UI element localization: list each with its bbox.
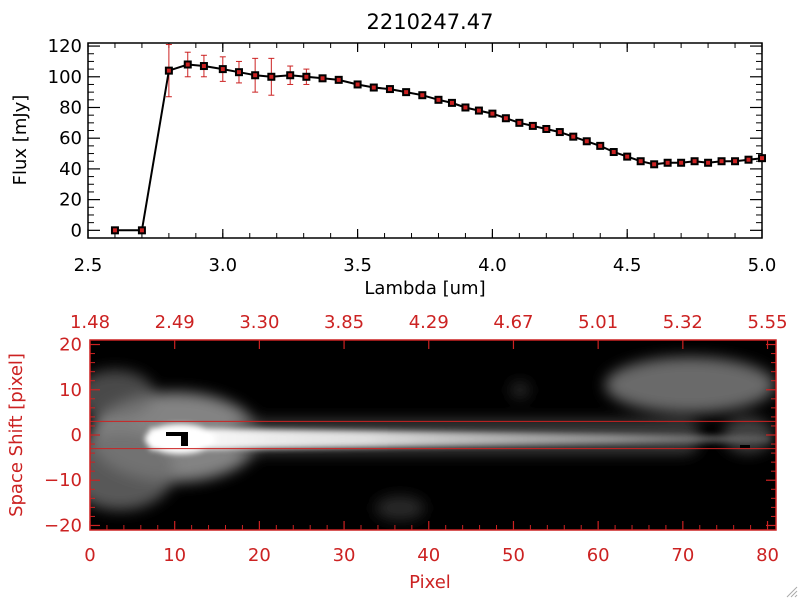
spectrum-y-tick-label: 120 (48, 36, 82, 57)
wavelength-top-tick-label: 2.49 (155, 312, 195, 333)
image-x-tick-label: 60 (587, 545, 610, 566)
flux-point-core (692, 159, 697, 164)
spectrum-y-tick-label: 80 (59, 97, 82, 118)
flux-point-core (544, 126, 549, 131)
flux-point-core (420, 93, 425, 98)
image-x-tick-label: 0 (84, 545, 95, 566)
wavelength-top-tick-label: 5.55 (747, 312, 787, 333)
spectrum-y-tick-label: 60 (59, 128, 82, 149)
flux-point-core (746, 157, 751, 162)
flux-point-core (236, 70, 241, 75)
image-x-tick-label: 80 (756, 545, 779, 566)
spectrum-x-tick-label: 4.5 (613, 255, 642, 276)
image-x-label: Pixel (409, 572, 451, 593)
spectrum-x-tick-label: 3.0 (208, 255, 237, 276)
spectrum-x-label: Lambda [um] (364, 278, 485, 299)
flux-point-core (463, 105, 468, 110)
spectrum-y-tick-label: 100 (48, 67, 82, 88)
flux-point-core (733, 159, 738, 164)
flux-point-core (517, 120, 522, 125)
wavelength-top-tick-label: 1.48 (70, 312, 110, 333)
image-x-tick-label: 40 (417, 545, 440, 566)
flux-point-core (571, 134, 576, 139)
flux-point-core (304, 74, 309, 79)
flux-point-core (436, 97, 441, 102)
wavelength-top-tick-label: 3.30 (239, 312, 279, 333)
flux-line (115, 63, 763, 232)
flux-point-core (719, 159, 724, 164)
flux-point-core (638, 159, 643, 164)
image-x-tick-label: 30 (333, 545, 356, 566)
image-x-tick-label: 70 (671, 545, 694, 566)
spectrum-y-tick-label: 0 (71, 220, 82, 241)
resize-grip-icon[interactable] (784, 584, 798, 598)
flux-point-core (185, 62, 190, 67)
spectrum-y-tick-label: 20 (59, 190, 82, 211)
flux-point-core (476, 108, 481, 113)
image-x-tick-label: 20 (248, 545, 271, 566)
spectrum-y-label: Flux [mJy] (10, 95, 31, 186)
flux-point-core (706, 160, 711, 165)
chart-title: 2210247.47 (367, 10, 494, 34)
image-y-label: Space Shift [pixel] (6, 353, 27, 517)
flux-point-core (201, 64, 206, 69)
flux-point-core (253, 73, 258, 78)
flux-point-core (665, 160, 670, 165)
flux-point-core (557, 130, 562, 135)
image-y-tick-label: 20 (59, 335, 82, 356)
spectrum-panel: 2.5 3.0 3.5 4.0 4.5 5.0 0 20 40 60 80 100 120 (48, 36, 777, 276)
flux-point-core (598, 143, 603, 148)
flux-point-core (679, 160, 684, 165)
flux-point-core (652, 162, 657, 167)
flux-point-core (355, 82, 360, 87)
flux-point-core (530, 123, 535, 128)
flux-point-core (220, 67, 225, 72)
image-y-tick-label: −10 (44, 470, 82, 491)
flux-point-core (371, 85, 376, 90)
image-y-tick-label: 0 (71, 425, 82, 446)
image-y-tick-label: −20 (44, 515, 82, 536)
image-y-tick-label: 10 (59, 380, 82, 401)
flux-point-core (760, 156, 764, 161)
wavelength-top-tick-label: 5.01 (578, 312, 618, 333)
spectrum-x-tick-label: 2.5 (74, 255, 103, 276)
wavelength-top-tick-label: 5.32 (663, 312, 703, 333)
spectrum-plot-frame (87, 42, 763, 239)
flux-point-core (625, 154, 630, 159)
flux-point-core (139, 228, 144, 233)
flux-point-core (490, 111, 495, 116)
flux-point-core (166, 68, 171, 73)
spectrum-x-tick-label: 4.0 (478, 255, 507, 276)
flux-point-core (288, 73, 293, 78)
wavelength-top-tick-label: 4.29 (409, 312, 449, 333)
flux-point-core (112, 228, 117, 233)
image-x-tick-label: 50 (502, 545, 525, 566)
image-x-tick-label: 10 (163, 545, 186, 566)
flux-point-core (404, 90, 409, 95)
spectrum-x-tick-label: 3.5 (343, 255, 372, 276)
spectrum-image-panel: 0 10 20 30 40 50 60 70 80 −20 −10 0 10 20 1.48 2.49 3.… (44, 312, 788, 566)
flux-point-core (611, 150, 616, 155)
flux-point-core (584, 139, 589, 144)
flux-point-core (269, 74, 274, 79)
wavelength-top-tick-label: 4.67 (493, 312, 533, 333)
flux-point-core (387, 87, 392, 92)
flux-point-core (503, 116, 508, 121)
spectrum-x-tick-label: 5.0 (748, 255, 777, 276)
spectrum-image (90, 357, 775, 520)
flux-point-core (320, 76, 325, 81)
flux-point-core (336, 77, 341, 82)
spectrum-y-tick-label: 40 (59, 159, 82, 180)
wavelength-top-tick-label: 3.85 (324, 312, 364, 333)
flux-point-core (449, 100, 454, 105)
